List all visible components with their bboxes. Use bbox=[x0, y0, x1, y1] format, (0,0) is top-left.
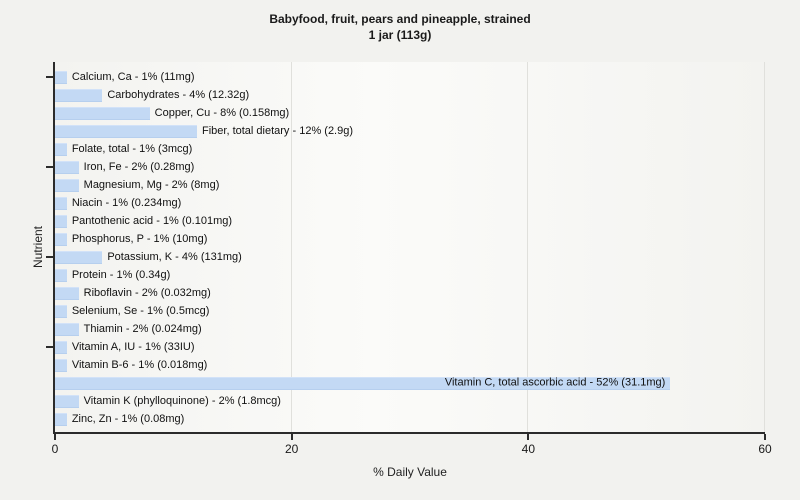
bar-label: Folate, total - 1% (3mcg) bbox=[71, 142, 193, 155]
bar-label: Selenium, Se - 1% (0.5mcg) bbox=[71, 304, 210, 317]
nutrient-bar bbox=[55, 394, 79, 408]
y-tick-mark bbox=[46, 166, 53, 168]
nutrient-bar bbox=[55, 178, 79, 192]
y-tick-mark bbox=[46, 256, 53, 258]
nutrient-bar bbox=[55, 88, 103, 102]
bar-label: Carbohydrates - 4% (12.32g) bbox=[107, 88, 250, 101]
bar-label: Protein - 1% (0.34g) bbox=[71, 268, 171, 281]
nutrient-bar bbox=[55, 340, 67, 354]
nutrient-bar bbox=[55, 250, 103, 264]
bar-row: Vitamin C, total ascorbic acid - 52% (31… bbox=[55, 374, 765, 392]
nutrient-bar bbox=[55, 304, 67, 318]
nutrient-bar bbox=[55, 196, 67, 210]
bar-label: Pantothenic acid - 1% (0.101mg) bbox=[71, 214, 233, 227]
bar-rows: Calcium, Ca - 1% (11mg) Carbohydrates - 4… bbox=[55, 62, 765, 432]
chart-title-block: Babyfood, fruit, pears and pineapple, st… bbox=[0, 11, 800, 43]
bar-label: Magnesium, Mg - 2% (8mg) bbox=[83, 178, 220, 191]
nutrient-bar bbox=[55, 322, 79, 336]
bar-label: Vitamin A, IU - 1% (33IU) bbox=[71, 340, 195, 353]
x-axis: 0 20 40 60 bbox=[51, 434, 772, 474]
bar-row: Potassium, K - 4% (131mg) bbox=[55, 248, 765, 266]
bar-label: Copper, Cu - 8% (0.158mg) bbox=[154, 106, 290, 119]
nutrient-bar bbox=[55, 106, 150, 120]
nutrient-bar bbox=[55, 70, 67, 84]
bar-label: Vitamin K (phylloquinone) - 2% (1.8mcg) bbox=[83, 394, 281, 407]
bar-row: Zinc, Zn - 1% (0.08mg) bbox=[55, 410, 765, 428]
bar-row: Magnesium, Mg - 2% (8mg) bbox=[55, 176, 765, 194]
bar-row: Vitamin B-6 - 1% (0.018mg) bbox=[55, 356, 765, 374]
nutrient-bar: Vitamin C, total ascorbic acid - 52% (31… bbox=[55, 376, 671, 390]
bar-row: Selenium, Se - 1% (0.5mcg) bbox=[55, 302, 765, 320]
y-tick-mark bbox=[46, 346, 53, 348]
bar-label: Riboflavin - 2% (0.032mg) bbox=[83, 286, 211, 299]
x-tick-mark bbox=[290, 434, 293, 440]
gridline bbox=[764, 62, 765, 432]
x-tick-mark bbox=[54, 434, 56, 440]
nutrient-bar bbox=[55, 412, 67, 426]
bar-label: Vitamin B-6 - 1% (0.018mg) bbox=[71, 358, 208, 371]
x-tick-mark bbox=[527, 434, 530, 440]
bar-label: Niacin - 1% (0.234mg) bbox=[71, 196, 182, 209]
bar-row: Vitamin A, IU - 1% (33IU) bbox=[55, 338, 765, 356]
y-tick-mark bbox=[46, 76, 53, 78]
nutrient-bar bbox=[55, 268, 67, 282]
x-tick-mark bbox=[764, 434, 766, 440]
bar-label: Fiber, total dietary - 12% (2.9g) bbox=[202, 124, 354, 137]
bar-row: Carbohydrates - 4% (12.32g) bbox=[55, 86, 765, 104]
bar-row: Fiber, total dietary - 12% (2.9g) bbox=[55, 122, 765, 140]
bar-label: Thiamin - 2% (0.024mg) bbox=[83, 322, 202, 335]
bar-label: Zinc, Zn - 1% (0.08mg) bbox=[71, 412, 185, 425]
bar-label: Vitamin C, total ascorbic acid - 52% (31… bbox=[444, 376, 666, 389]
bar-label: Calcium, Ca - 1% (11mg) bbox=[71, 70, 195, 83]
bar-row: Iron, Fe - 2% (0.28mg) bbox=[55, 158, 765, 176]
gridline bbox=[527, 62, 529, 432]
bar-label: Phosphorus, P - 1% (10mg) bbox=[71, 232, 208, 245]
nutrient-bar bbox=[55, 142, 67, 156]
nutrient-bar bbox=[55, 160, 79, 174]
bar-row: Phosphorus, P - 1% (10mg) bbox=[55, 230, 765, 248]
x-tick-label: 60 bbox=[758, 442, 772, 456]
x-tick-label: 0 bbox=[51, 442, 59, 456]
nutrient-bar bbox=[55, 286, 79, 300]
chart-subtitle: 1 jar (113g) bbox=[368, 28, 432, 42]
bar-row: Riboflavin - 2% (0.032mg) bbox=[55, 284, 765, 302]
chart-title: Babyfood, fruit, pears and pineapple, st… bbox=[269, 12, 531, 26]
y-axis-title: Nutrient bbox=[31, 225, 45, 269]
x-tick-label: 40 bbox=[521, 442, 536, 456]
bar-row: Pantothenic acid - 1% (0.101mg) bbox=[55, 212, 765, 230]
bar-label: Iron, Fe - 2% (0.28mg) bbox=[83, 160, 195, 173]
nutrient-bar bbox=[55, 124, 197, 138]
bar-row: Folate, total - 1% (3mcg) bbox=[55, 140, 765, 158]
nutrient-bar bbox=[55, 358, 67, 372]
bar-row: Niacin - 1% (0.234mg) bbox=[55, 194, 765, 212]
bar-row: Thiamin - 2% (0.024mg) bbox=[55, 320, 765, 338]
plot-area: Calcium, Ca - 1% (11mg) Carbohydrates - 4… bbox=[46, 62, 765, 434]
nutrient-bar bbox=[55, 232, 67, 246]
gridline bbox=[290, 62, 292, 432]
bar-row: Vitamin K (phylloquinone) - 2% (1.8mcg) bbox=[55, 392, 765, 410]
nutrient-bar bbox=[55, 214, 67, 228]
bar-label: Potassium, K - 4% (131mg) bbox=[107, 250, 242, 263]
bar-row: Calcium, Ca - 1% (11mg) bbox=[55, 68, 765, 86]
x-axis-title: % Daily Value bbox=[373, 465, 447, 479]
bar-row: Protein - 1% (0.34g) bbox=[55, 266, 765, 284]
bar-row: Copper, Cu - 8% (0.158mg) bbox=[55, 104, 765, 122]
x-tick-label: 20 bbox=[284, 442, 299, 456]
